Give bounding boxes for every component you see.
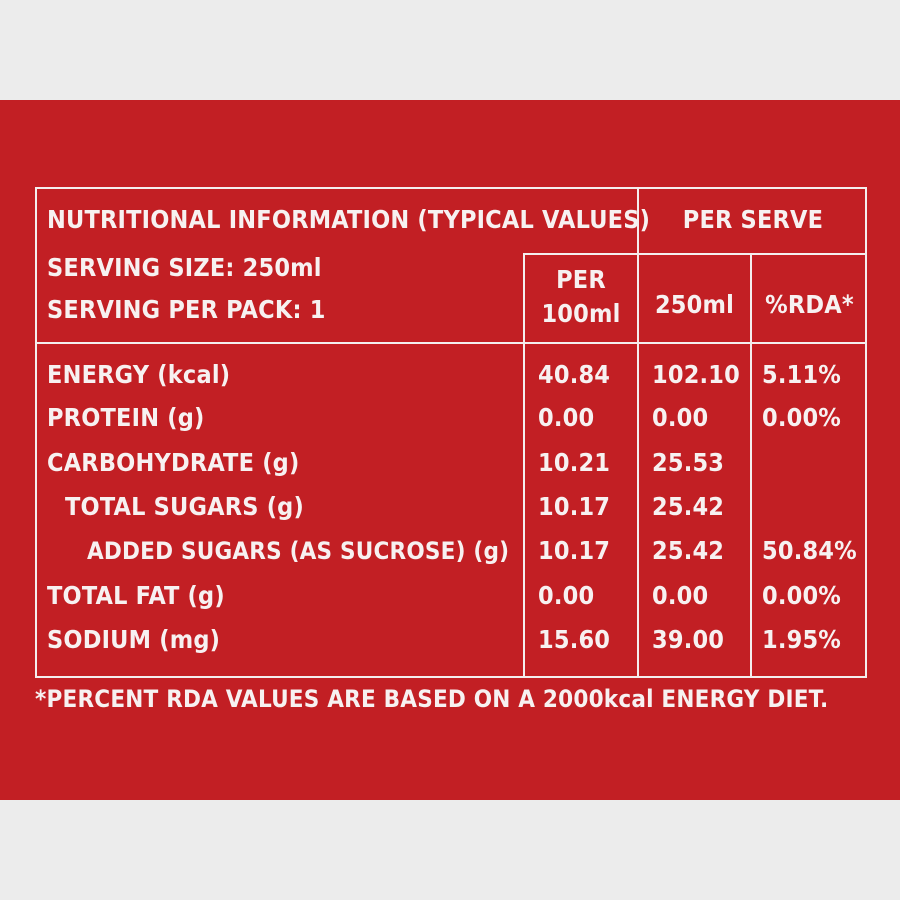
row-per250-protein: 0.00 (652, 403, 709, 432)
row-label-total-sugars: TOTAL SUGARS (g) (65, 492, 304, 521)
row-per100-protein: 0.00 (538, 403, 595, 432)
row-label-energy: ENERGY (kcal) (47, 360, 231, 389)
nutrition-table (35, 187, 867, 678)
row-per100-sodium: 15.60 (538, 625, 611, 654)
column-divider-per-serve (637, 187, 639, 678)
rda-footnote: *PERCENT RDA VALUES ARE BASED ON A 2000k… (35, 685, 829, 713)
row-rda-energy: 5.11% (762, 360, 842, 389)
row-label-added-sugars: ADDED SUGARS (AS SUCROSE) (g) (87, 537, 510, 565)
row-label-total-fat: TOTAL FAT (g) (47, 581, 225, 610)
serving-size: SERVING SIZE: 250ml (47, 253, 322, 282)
row-per100-energy: 40.84 (538, 360, 611, 389)
row-rda-sodium: 1.95% (762, 625, 842, 654)
row-per100-added-sugars: 10.17 (538, 536, 611, 565)
row-per100-total-sugars: 10.17 (538, 492, 611, 521)
row-per100-carbohydrate: 10.21 (538, 448, 611, 477)
row-label-protein: PROTEIN (g) (47, 403, 205, 432)
row-per250-carbohydrate: 25.53 (652, 448, 725, 477)
row-label-carbohydrate: CARBOHYDRATE (g) (47, 448, 300, 477)
row-rda-protein: 0.00% (762, 403, 842, 432)
per-serve-header: PER SERVE (682, 205, 824, 234)
row-rda-total-fat: 0.00% (762, 581, 842, 610)
header-bottom-divider (35, 342, 867, 344)
row-per250-added-sugars: 25.42 (652, 536, 725, 565)
per-100ml-header-line2: 100ml (541, 299, 621, 328)
rda-header: %RDA* (765, 290, 854, 319)
column-divider-per100 (523, 253, 525, 678)
row-per250-total-fat: 0.00 (652, 581, 709, 610)
column-divider-rda (750, 253, 752, 678)
row-rda-added-sugars: 50.84% (762, 536, 857, 565)
per-100ml-header-line1: PER (556, 265, 606, 294)
row-per250-total-sugars: 25.42 (652, 492, 725, 521)
row-per100-total-fat: 0.00 (538, 581, 595, 610)
row-per250-energy: 102.10 (652, 360, 740, 389)
per-250ml-header: 250ml (654, 290, 735, 319)
header-divider-per-serve (523, 253, 867, 255)
row-per250-sodium: 39.00 (652, 625, 725, 654)
row-label-sodium: SODIUM (mg) (47, 625, 221, 654)
serving-per-pack: SERVING PER PACK: 1 (47, 295, 326, 324)
table-title: NUTRITIONAL INFORMATION (TYPICAL VALUES) (47, 205, 651, 234)
